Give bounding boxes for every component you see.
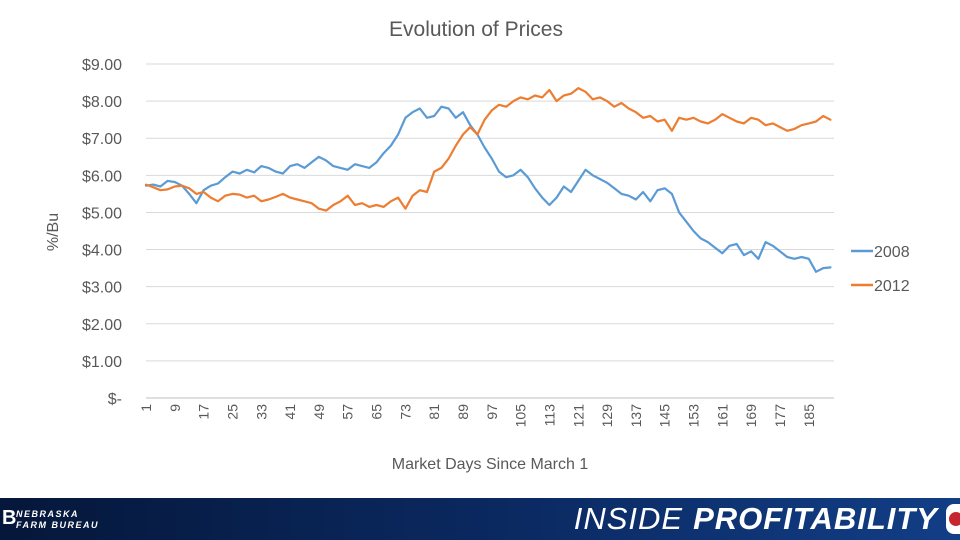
- x-tick-label: 113: [541, 404, 557, 427]
- x-tick-label: 145: [657, 404, 673, 428]
- line-chart: Evolution of Prices $9.00 $8.00 $7.00 $6.00…: [45, 18, 910, 473]
- x-axis-title: Market Days Since March 1: [392, 456, 589, 473]
- x-tick-label: 57: [340, 404, 356, 420]
- chart-container: Evolution of Prices $9.00 $8.00 $7.00 $6.00…: [45, 18, 910, 473]
- y-tick-label: $3.00: [82, 280, 122, 297]
- logo-text-line2: FARM BUREAU: [16, 520, 99, 530]
- x-tick-label: 17: [196, 404, 212, 420]
- gridlines: [146, 63, 834, 399]
- corner-badge-icon: [946, 504, 960, 534]
- y-tick-label: $1.00: [82, 354, 122, 371]
- show-title-inside: INSIDE: [573, 501, 684, 536]
- x-tick-label: 25: [224, 404, 240, 420]
- chart-title: Evolution of Prices: [389, 18, 563, 41]
- legend-label-2012: 2012: [874, 278, 910, 295]
- y-tick-label: $4.00: [82, 243, 122, 260]
- y-tick-label: $2.00: [82, 317, 122, 334]
- x-tick-label: 1: [138, 404, 154, 412]
- badge-dot-icon: [949, 512, 960, 526]
- x-tick-label: 33: [253, 404, 269, 420]
- x-tick-label: 81: [426, 404, 442, 420]
- x-axis-ticks: 1 9 17 25 33 41 49 57 65 73 81 89 97 105 113 121 129 137 1…: [138, 404, 817, 428]
- series-line-2012: [144, 86, 832, 212]
- y-axis-title: %/Bu: [45, 213, 62, 251]
- x-tick-label: 9: [167, 404, 183, 412]
- y-tick-label: $6.00: [82, 168, 122, 185]
- show-title-profitability: PROFITABILITY: [693, 501, 938, 536]
- y-tick-label: $9.00: [82, 57, 122, 74]
- x-tick-label: 121: [570, 404, 586, 428]
- x-tick-label: 185: [801, 404, 817, 428]
- x-tick-label: 177: [772, 404, 788, 428]
- y-tick-label: $8.00: [82, 94, 122, 111]
- x-tick-label: 41: [282, 404, 298, 420]
- x-tick-label: 73: [397, 404, 413, 420]
- logo-text-line1: NEBRASKA: [16, 509, 80, 519]
- legend: 2008 2012: [851, 244, 910, 295]
- x-tick-label: 105: [513, 404, 529, 428]
- x-tick-label: 89: [455, 404, 471, 420]
- x-tick-label: 153: [686, 404, 702, 428]
- y-axis-ticks: $9.00 $8.00 $7.00 $6.00 $5.00 $4.00 $3.00 $2.00…: [82, 57, 122, 408]
- series-line-2008: [144, 105, 832, 273]
- x-tick-label: 49: [311, 404, 327, 420]
- footer-banner: B NEBRASKA FARM BUREAU INSIDE PROFITABIL…: [0, 498, 960, 540]
- x-tick-label: 137: [628, 404, 644, 428]
- nebraska-farm-bureau-logo: B NEBRASKA FARM BUREAU: [0, 504, 200, 534]
- show-title: INSIDE PROFITABILITY: [574, 501, 938, 537]
- x-tick-label: 97: [484, 404, 500, 420]
- y-tick-label: $5.00: [82, 205, 122, 222]
- legend-label-2008: 2008: [874, 244, 910, 261]
- x-tick-label: 161: [714, 404, 730, 428]
- logo-mark-icon: B: [2, 507, 17, 529]
- y-tick-label: $-: [108, 391, 122, 408]
- series-lines: [144, 86, 832, 273]
- x-tick-label: 129: [599, 404, 615, 428]
- x-tick-label: 65: [369, 404, 385, 420]
- y-tick-label: $7.00: [82, 131, 122, 148]
- x-tick-label: 169: [743, 404, 759, 428]
